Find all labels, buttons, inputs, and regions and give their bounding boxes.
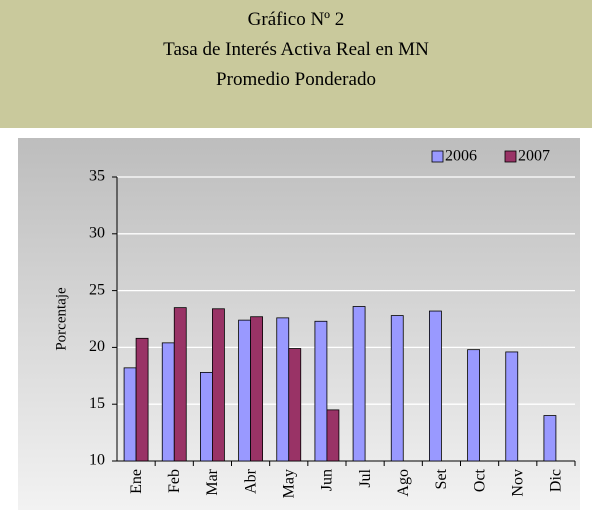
bar [288, 348, 302, 462]
y-tick-label: 20 [89, 338, 105, 355]
bar [173, 307, 187, 462]
bar [212, 308, 225, 462]
title-line: Promedio Ponderado [216, 69, 376, 90]
bar [238, 319, 251, 462]
legend-label: 2006 [445, 148, 477, 165]
x-tick-label: Ago [395, 469, 412, 497]
x-tick-label: Abr [242, 468, 259, 494]
legend-swatch [504, 150, 517, 163]
y-tick-label: 10 [89, 452, 105, 469]
y-tick-label: 30 [89, 224, 105, 241]
legend-label: 2007 [518, 148, 550, 165]
bar [543, 415, 557, 462]
y-tick-label: 15 [89, 395, 105, 412]
x-tick-label: Oct [471, 468, 488, 492]
title-line: Gráfico Nº 2 [247, 9, 345, 30]
bar [200, 371, 213, 462]
bar [505, 351, 519, 462]
bar [250, 316, 263, 462]
x-tick-label: Set [433, 468, 450, 489]
y-tick-label: 25 [89, 281, 105, 298]
x-tick-label: May [280, 469, 297, 498]
x-tick-label: Jul [357, 468, 374, 487]
bar [276, 317, 290, 462]
header: Gráfico Nº 2 Tasa de Interés Activa Real… [0, 0, 592, 128]
bar [161, 342, 175, 462]
bar [429, 310, 442, 462]
bar [352, 306, 366, 462]
legend-swatch [431, 150, 444, 163]
x-tick-label: Feb [166, 469, 183, 493]
bar [135, 337, 149, 462]
bar [390, 315, 404, 462]
y-axis-label: Porcentaje [53, 287, 69, 351]
bar [326, 409, 340, 462]
x-tick-label: Dic [548, 469, 565, 492]
x-tick-label: Jun [319, 469, 336, 491]
bar [467, 349, 480, 462]
x-tick-label: Ene [128, 469, 145, 494]
y-tick-label: 35 [89, 168, 105, 185]
bar [314, 320, 328, 462]
title-line: Tasa de Interés Activa Real en MN [163, 39, 429, 60]
bar [123, 367, 137, 462]
x-tick-label: Mar [204, 468, 221, 495]
x-tick-label: Nov [509, 469, 526, 497]
